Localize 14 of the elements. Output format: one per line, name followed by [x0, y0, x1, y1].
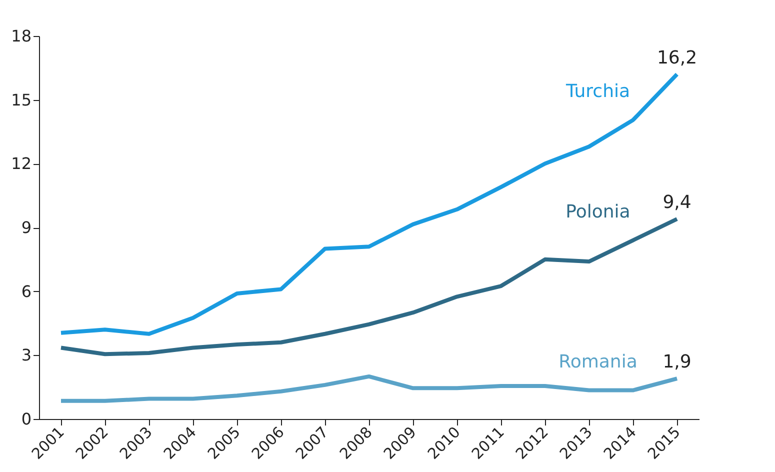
annotation: 16,2 [656, 47, 698, 68]
y-tick-label: 15 [11, 90, 32, 110]
series-label: Polonia [566, 201, 630, 222]
y-tick-label: 0 [21, 410, 32, 428]
annotation: 1,9 [662, 352, 692, 373]
series-label: Turchia [564, 81, 630, 102]
annotation: 9,4 [662, 192, 692, 213]
y-tick-label: 6 [21, 282, 32, 301]
y-tick-label: 9 [21, 218, 32, 237]
y-tick-label: 12 [11, 154, 32, 174]
series-label: Romania [558, 351, 638, 372]
y-tick-label: 18 [11, 26, 32, 46]
y-tick-label: 3 [21, 346, 32, 365]
line-series [59, 374, 679, 403]
